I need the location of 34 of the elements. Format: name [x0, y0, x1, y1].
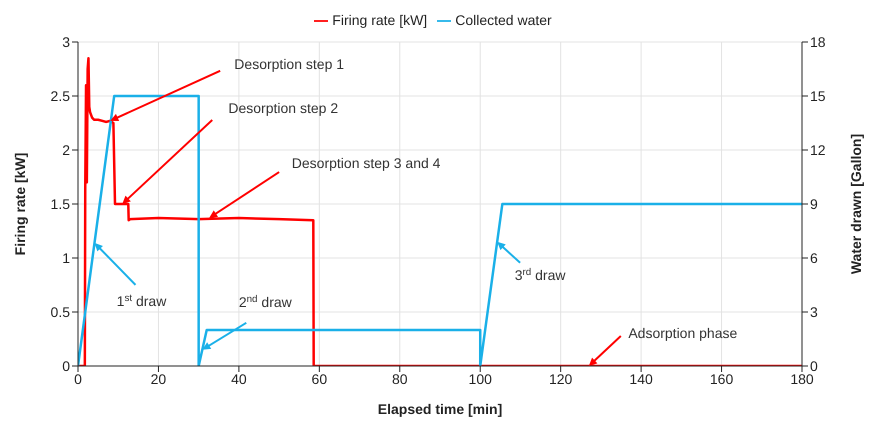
y2-tick-label: 3 — [810, 304, 818, 320]
x-tick-label: 40 — [231, 370, 247, 387]
y-tick-label: 0.5 — [50, 304, 70, 320]
x-axis-title: Elapsed time [min] — [378, 401, 502, 417]
y-tick-label: 1 — [62, 250, 70, 266]
annotation: 1$^{st}$ draw — [116, 292, 168, 309]
annotation: 2$^{nd}$ draw — [238, 293, 293, 310]
x-tick-label: 20 — [150, 370, 166, 387]
y-tick-label: 0 — [62, 358, 70, 374]
y-tick-label: 1.5 — [50, 196, 70, 212]
y-tick-label: 2 — [62, 142, 70, 158]
x-tick-label: 0 — [74, 370, 82, 387]
y-tick-label: 2.5 — [50, 88, 70, 104]
legend-label: Collected water — [455, 12, 552, 28]
y2-tick-label: 9 — [810, 196, 818, 212]
y2-tick-label: 12 — [810, 142, 826, 158]
x-tick-label: 100 — [468, 370, 492, 387]
y2-tick-label: 15 — [810, 88, 826, 104]
annotation: Desorption step 2 — [228, 100, 338, 116]
x-tick-label: 120 — [548, 370, 573, 387]
annotation: 3$^{rd}$ draw — [514, 266, 566, 283]
annotation: Desorption step 3 and 4 — [292, 155, 441, 172]
x-tick-label: 160 — [710, 370, 734, 387]
x-tick-label: 140 — [629, 370, 654, 387]
y-tick-label: 3 — [62, 34, 70, 50]
x-tick-label: 60 — [312, 370, 328, 387]
y2-axis-title: Water drawn [Gallon] — [848, 134, 864, 274]
y2-tick-label: 18 — [810, 34, 826, 50]
y-axis-title: Firing rate [kW] — [12, 152, 28, 256]
annotation: Adsorption phase — [628, 325, 738, 341]
x-tick-label: 80 — [392, 370, 408, 387]
annotation: Desorption step 1 — [234, 56, 344, 72]
y2-tick-label: 6 — [810, 250, 818, 266]
legend-label: Firing rate [kW] — [332, 12, 428, 28]
